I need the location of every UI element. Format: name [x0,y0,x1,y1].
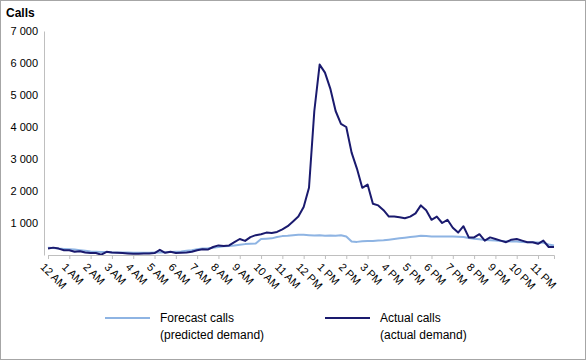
x-tick-label: 7 AM [188,261,214,287]
x-tick-label: 3 AM [102,261,128,287]
x-tick: 2 PM [337,255,364,287]
y-tick: 5 000 [10,89,44,101]
x-tick-mark [453,255,454,259]
x-tick-mark [69,255,70,259]
x-tick-mark [431,255,432,259]
y-axis: 1 000 2 000 3 000 4 000 5 000 6 000 7 000 [10,25,44,255]
x-tick-label: 7 PM [443,261,470,288]
x-tick-label: 8 AM [209,261,235,287]
x-tick-mark [538,255,539,259]
x-tick-mark [48,255,49,259]
legend-label: Forecast calls(predicted demand) [160,311,264,342]
x-tick: 5 AM [145,255,171,287]
x-tick: 9 PM [486,255,513,287]
x-tick-mark [325,255,326,259]
x-tick-mark [410,255,411,259]
x-tick: 3 PM [358,255,385,287]
y-axis-title: Calls [6,6,35,20]
y-tick: 7 000 [10,25,44,37]
x-tick: 2 AM [81,255,107,287]
x-tick-label: 3 PM [358,261,385,288]
x-tick-label: 1 AM [60,261,86,287]
chart: 1 000 2 000 3 000 4 000 5 000 6 000 7 000 12 AM… [0,0,586,360]
x-tick: 1 PM [315,255,342,287]
legend-swatch [325,317,370,319]
x-tick-mark [261,255,262,259]
y-tick: 3 000 [10,153,44,165]
x-tick: 6 PM [422,255,449,287]
y-tick-label: 6 000 [10,57,38,69]
y-tick-label: 1 000 [10,217,38,229]
x-tick: 7 AM [188,255,214,287]
x-tick-mark [155,255,156,259]
x-tick-mark [282,255,283,259]
x-tick-mark [197,255,198,259]
x-tick: 5 PM [401,255,428,287]
y-axis-line [44,32,45,256]
y-tick-label: 3 000 [10,153,38,165]
x-tick-mark [346,255,347,259]
x-tick-mark [304,255,305,259]
x-axis: 12 AM1 AM2 AM3 AM4 AM5 AM6 AM7 AM8 AM9 A… [38,255,558,292]
chart-frame [1,1,586,360]
legend: Forecast calls(predicted demand) Actual c… [105,311,467,342]
x-axis-line [49,256,555,260]
x-tick-label: 2 PM [337,261,364,288]
x-tick: 9 AM [230,255,256,287]
x-tick-mark [495,255,496,259]
series-line [48,65,554,255]
x-tick-mark [112,255,113,259]
x-tick-label: 1 PM [315,261,342,288]
x-tick-label: 4 PM [379,261,406,288]
x-tick: 6 AM [166,255,192,287]
y-tick-label: 2 000 [10,185,38,197]
legend-label: Actual calls(actual demand) [380,311,467,342]
x-tick: 1 AM [60,255,86,287]
x-tick-label: 6 AM [166,261,192,287]
series-line [48,235,554,253]
x-tick-label: 6 PM [422,261,449,288]
y-tick-label: 4 000 [10,121,38,133]
x-tick-label: 5 AM [145,261,171,287]
x-tick-mark [218,255,219,259]
x-tick: 3 AM [102,255,128,287]
y-tick: 1 000 [10,217,44,229]
x-tick-label: 11 PM [528,261,558,291]
x-tick: 4 PM [379,255,406,287]
x-tick: 8 AM [209,255,235,287]
x-tick: 11 PM [528,255,558,291]
x-tick-label: 4 AM [124,261,150,287]
x-tick-mark [517,255,518,259]
legend-swatch [105,317,150,319]
x-tick-mark [240,255,241,259]
x-tick-label: 2 AM [81,261,107,287]
y-tick: 4 000 [10,121,44,133]
x-tick-label: 5 PM [401,261,428,288]
x-tick-mark [176,255,177,259]
y-tick-label: 7 000 [10,25,38,37]
x-tick-label: 9 PM [486,261,513,288]
y-tick-label: 5 000 [10,89,38,101]
x-tick-mark [91,255,92,259]
x-tick-mark [133,255,134,259]
y-tick: 6 000 [10,57,44,69]
x-tick: 8 PM [465,255,492,287]
x-tick-mark [474,255,475,259]
plot-area [48,65,554,255]
x-tick-mark [368,255,369,259]
y-tick: 2 000 [10,185,44,197]
x-tick-label: 9 AM [230,261,256,287]
x-tick-mark [389,255,390,259]
x-tick: 4 AM [124,255,150,287]
x-tick: 7 PM [443,255,470,287]
x-tick-label: 8 PM [465,261,492,288]
